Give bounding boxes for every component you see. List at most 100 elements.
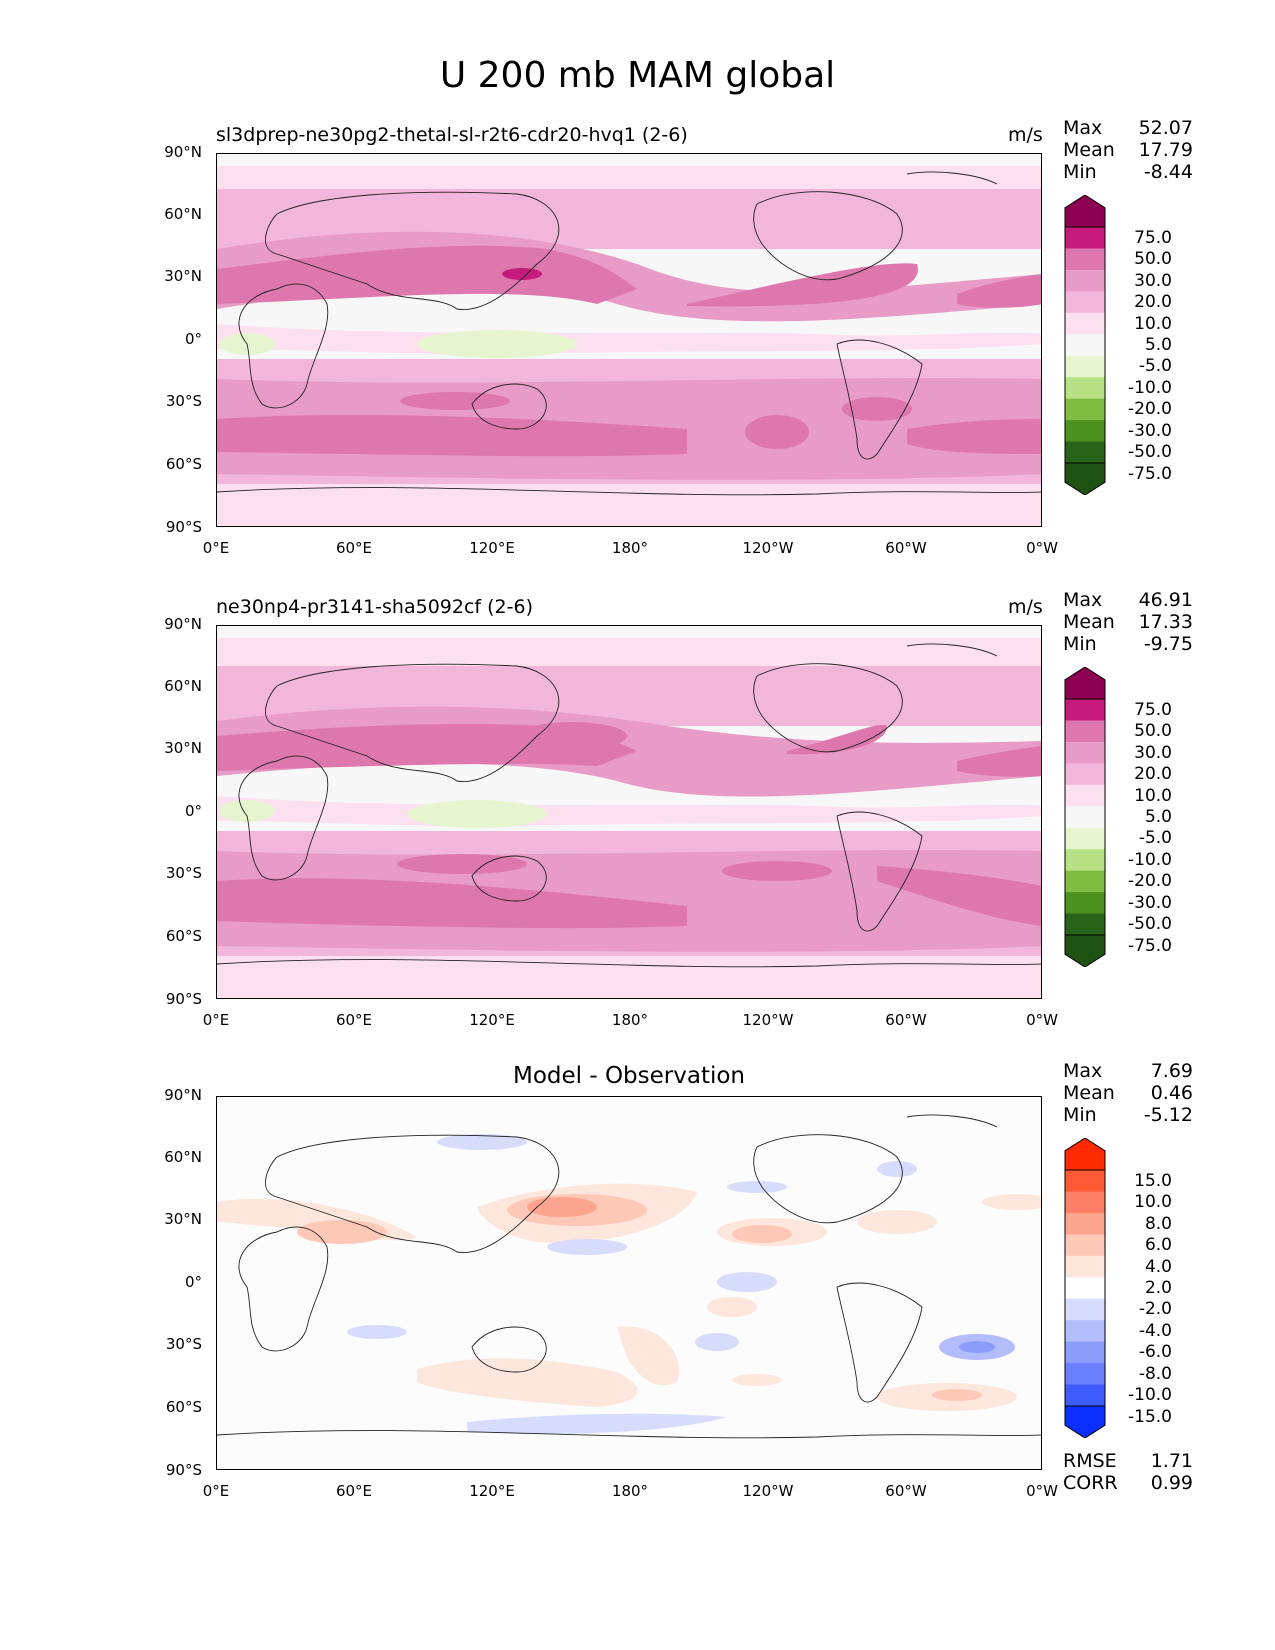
- rmse-value: 1.71: [1150, 1450, 1193, 1472]
- colorbar-tick-label: 2.0: [1144, 1278, 1172, 1298]
- y-tick-label: 90°N: [164, 143, 202, 161]
- colorbar-segment: [1065, 1320, 1105, 1343]
- min-label: Min: [1063, 1104, 1097, 1126]
- colorbar: [1064, 1138, 1106, 1438]
- colorbar: [1064, 195, 1106, 495]
- map-plot: [216, 625, 1042, 999]
- x-tick-label: 0°E: [202, 1482, 230, 1500]
- y-tick-label: 0°: [184, 330, 202, 348]
- x-tick-label: 180°: [611, 1482, 649, 1500]
- colorbar-frame: [1064, 226, 1106, 464]
- green-africa: [219, 800, 275, 822]
- x-tick-label: 120°W: [742, 1011, 794, 1029]
- coastlines: [217, 171, 1041, 496]
- min-label: Min: [1063, 633, 1097, 655]
- colorbar-segment: [1065, 441, 1105, 464]
- colorbar-segment: [1065, 892, 1105, 915]
- colorbar-segment: [1065, 334, 1105, 357]
- y-tick-label: 90°N: [164, 615, 202, 633]
- colorbar-segment: [1065, 1341, 1105, 1364]
- stats-box: Max 46.91 Mean 17.33 Min -9.75: [1063, 589, 1193, 655]
- panel-model-1: sl3dprep-ne30pg2-thetal-sl-r2t6-cdr20-hv…: [0, 115, 1275, 557]
- colorbar-tick-label: -5.0: [1138, 828, 1172, 849]
- colorbar-segment: [1065, 827, 1105, 850]
- max-value: 52.07: [1138, 117, 1193, 139]
- colorbar-segment: [1065, 1255, 1105, 1278]
- jet-n-core-namerica: [787, 725, 887, 755]
- colorbar-tick-label: 10.0: [1134, 313, 1172, 334]
- y-axis-line: [216, 153, 217, 527]
- jet-s-core-west: [217, 878, 687, 929]
- colorbar-extend-top: [1064, 195, 1106, 228]
- y-tick-label: 60°N: [164, 677, 202, 695]
- jet-s-core-pacific: [745, 415, 809, 449]
- x-tick-label: 0°W: [1026, 1482, 1058, 1500]
- colorbar-segment: [1065, 377, 1105, 400]
- map-svg: [217, 1097, 1041, 1469]
- colorbar-tick-label: 20.0: [1134, 764, 1172, 785]
- jet-n-core-pacific: [687, 263, 918, 307]
- units-label: m/s: [1008, 596, 1043, 618]
- pos-anom-s-pacific: [617, 1326, 679, 1386]
- panel-title: ne30np4-pr3141-sha5092cf (2-6): [216, 596, 534, 618]
- x-tick-label: 0°W: [1026, 1011, 1058, 1029]
- colorbar-tick-label: 15.0: [1134, 1170, 1172, 1191]
- jet-s-core-samerica: [842, 397, 912, 421]
- colorbar-tick-label: 50.0: [1134, 249, 1172, 270]
- colorbar-frame: [1064, 1169, 1106, 1407]
- x-tick-label: 60°W: [885, 1011, 927, 1029]
- colorbar-tick-label: -8.0: [1138, 1363, 1172, 1384]
- neg-anom-namerica: [727, 1181, 787, 1193]
- colorbar-tick-label: 20.0: [1134, 292, 1172, 313]
- stats-box: Max 52.07 Mean 17.79 Min -8.44: [1063, 117, 1193, 183]
- colorbar-segment: [1065, 355, 1105, 378]
- colorbar-tick-label: 50.0: [1134, 721, 1172, 742]
- pos-anom-namerica-core: [732, 1225, 792, 1243]
- colorbar-tick-label: 6.0: [1144, 1235, 1172, 1256]
- colorbar-segment: [1065, 1298, 1105, 1321]
- colorbar-segment: [1065, 763, 1105, 786]
- colorbar-tick-label: -50.0: [1128, 442, 1172, 463]
- colorbar-segment: [1065, 291, 1105, 314]
- colorbar-segment: [1065, 1363, 1105, 1386]
- neg-anom-antarctic: [467, 1413, 727, 1434]
- neg-anom-s-pacific: [695, 1333, 739, 1351]
- mean-value: 17.79: [1138, 139, 1193, 161]
- colorbar-segment: [1065, 1234, 1105, 1257]
- mean-label: Mean: [1063, 139, 1115, 161]
- map-plot: [216, 1096, 1042, 1470]
- colorbar-tick-label: -30.0: [1128, 420, 1172, 441]
- colorbar-segment: [1065, 1277, 1105, 1300]
- colorbar-segment: [1065, 1170, 1105, 1192]
- y-tick-label: 0°: [184, 802, 202, 820]
- pos-anom-eq: [707, 1297, 757, 1317]
- x-tick-label: 120°E: [469, 539, 515, 557]
- colorbar-extend-top: [1064, 1138, 1106, 1171]
- colorbar-segment: [1065, 420, 1105, 443]
- pos-anom-atlantic-east: [982, 1194, 1041, 1210]
- band-antarctic: [217, 956, 1041, 998]
- colorbar-segment: [1065, 870, 1105, 893]
- colorbar-segment: [1065, 1212, 1105, 1235]
- y-tick-label: 90°S: [165, 1461, 202, 1479]
- y-tick-label: 60°N: [164, 205, 202, 223]
- panel-difference: Model - Observation Max 7.69 Mean 0.46 Min…: [0, 1058, 1275, 1518]
- y-tick-label: 30°N: [164, 1210, 202, 1228]
- x-tick-label: 180°: [611, 539, 649, 557]
- rmse-label: RMSE: [1063, 1450, 1117, 1472]
- coastlines: [217, 1114, 1041, 1439]
- neg-anom-pacific: [547, 1239, 627, 1255]
- colorbar-segment: [1065, 741, 1105, 764]
- colorbar: [1064, 667, 1106, 967]
- x-tick-label: 120°W: [742, 1482, 794, 1500]
- band-antarctic: [217, 484, 1041, 526]
- y-tick-label: 30°N: [164, 739, 202, 757]
- map-svg: [217, 626, 1041, 998]
- coastlines: [217, 643, 1041, 968]
- y-tick-label: 30°S: [165, 392, 202, 410]
- colorbar-segment: [1065, 269, 1105, 292]
- y-tick-label: 30°S: [165, 1335, 202, 1353]
- colorbar-segment: [1065, 699, 1105, 721]
- colorbar-tick-label: -30.0: [1128, 892, 1172, 913]
- x-tick-label: 120°E: [469, 1482, 515, 1500]
